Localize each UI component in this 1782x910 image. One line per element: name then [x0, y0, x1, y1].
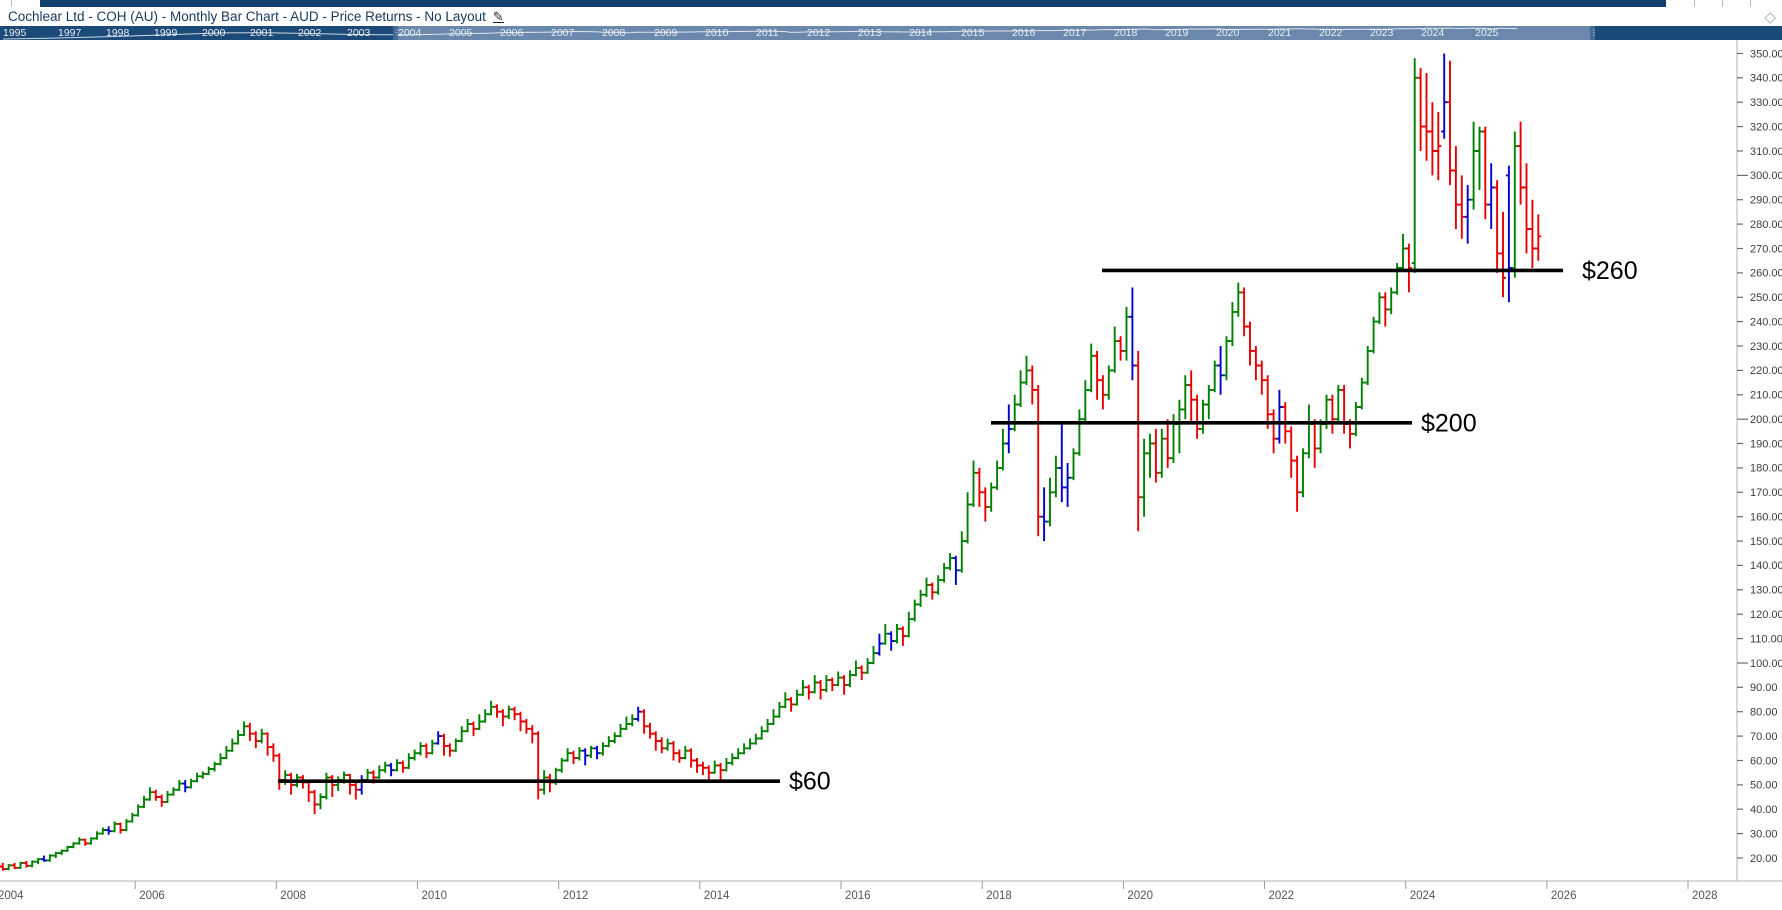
chart-title: Cochlear Ltd - COH (AU) - Monthly Bar Ch… [8, 9, 486, 24]
timeline-year-label: 2009 [654, 27, 678, 39]
ohlc-bars-up [5, 58, 1518, 871]
svg-text:340.00: 340.00 [1750, 73, 1782, 85]
svg-text:330.00: 330.00 [1750, 97, 1782, 109]
timeline-year-label: 1995 [3, 27, 27, 39]
timeline-year-label: 2010 [705, 27, 729, 39]
svg-text:2022: 2022 [1269, 890, 1295, 902]
svg-text:150.00: 150.00 [1750, 536, 1782, 548]
timeline-year-label: 2020 [1216, 27, 1240, 39]
svg-text:350.00: 350.00 [1750, 48, 1782, 60]
edit-title-icon[interactable]: ✎ [492, 8, 504, 24]
timeline-selected-range[interactable] [397, 26, 1590, 40]
timeline-year-label: 2014 [909, 27, 933, 39]
svg-text:60.00: 60.00 [1750, 755, 1778, 767]
svg-text:40.00: 40.00 [1750, 804, 1778, 816]
svg-text:2024: 2024 [1410, 890, 1436, 902]
svg-text:30.00: 30.00 [1750, 828, 1778, 840]
timeline-handle-left[interactable]: ⋮ [393, 26, 398, 40]
timeline-year-label: 2025 [1475, 27, 1499, 39]
svg-text:2010: 2010 [422, 890, 448, 902]
title-bar: Cochlear Ltd - COH (AU) - Monthly Bar Ch… [0, 7, 1782, 26]
svg-text:300.00: 300.00 [1750, 170, 1782, 182]
timeline-year-label: 2021 [1268, 27, 1292, 39]
timeline-scrollbar[interactable]: 1995 1997 1998 1999 2000 2001 2002 2003 2004 2005… [0, 26, 1782, 40]
svg-text:160.00: 160.00 [1750, 512, 1782, 524]
svg-text:2014: 2014 [704, 890, 730, 902]
timeline-year-label: 2005 [449, 27, 473, 39]
svg-text:250.00: 250.00 [1750, 292, 1782, 304]
timeline-year-label: 2024 [1421, 27, 1445, 39]
timeline-sparkline [2, 27, 1518, 40]
svg-text:2018: 2018 [986, 890, 1012, 902]
svg-text:100.00: 100.00 [1750, 658, 1782, 670]
time-axis: 2004 2006 2008 2010 2012 2014 2016 2018 2020 2022… [0, 881, 1718, 902]
timeline-year-label: 1999 [154, 27, 178, 39]
window-edge-divider [1722, 0, 1723, 7]
svg-text:2016: 2016 [845, 890, 871, 902]
svg-text:50.00: 50.00 [1750, 780, 1778, 792]
svg-text:310.00: 310.00 [1750, 146, 1782, 158]
timeline-year-label: 2023 [1370, 27, 1394, 39]
window-edge-right [1666, 0, 1782, 7]
axes [0, 40, 1782, 882]
timeline-year-label: 2016 [1012, 27, 1036, 39]
timeline-year-label: 2008 [602, 27, 626, 39]
timeline-year-label: 1997 [58, 27, 82, 39]
svg-text:280.00: 280.00 [1750, 219, 1782, 231]
timeline-year-label: 2012 [807, 27, 831, 39]
svg-text:2028: 2028 [1692, 890, 1718, 902]
svg-text:320.00: 320.00 [1750, 121, 1782, 133]
svg-text:240.00: 240.00 [1750, 316, 1782, 328]
svg-text:70.00: 70.00 [1750, 731, 1778, 743]
svg-text:2008: 2008 [280, 890, 306, 902]
svg-text:90.00: 90.00 [1750, 682, 1778, 694]
ohlc-bars-down [0, 60, 1542, 871]
timeline-year-label: 2013 [858, 27, 882, 39]
svg-text:170.00: 170.00 [1750, 487, 1782, 499]
timeline-year-label: 2003 [347, 27, 371, 39]
svg-text:20.00: 20.00 [1750, 853, 1778, 865]
svg-text:270.00: 270.00 [1750, 243, 1782, 255]
timeline-year-label: 2007 [551, 27, 575, 39]
svg-text:230.00: 230.00 [1750, 341, 1782, 353]
svg-text:180.00: 180.00 [1750, 463, 1782, 475]
svg-text:260.00: 260.00 [1750, 268, 1782, 280]
svg-text:130.00: 130.00 [1750, 585, 1782, 597]
timeline-year-label: 2004 [398, 27, 422, 39]
window-top-strip [0, 0, 1782, 7]
svg-text:2012: 2012 [563, 890, 589, 902]
timeline-year-label: 2022 [1319, 27, 1343, 39]
svg-text:210.00: 210.00 [1750, 390, 1782, 402]
svg-text:110.00: 110.00 [1750, 633, 1782, 645]
svg-text:2026: 2026 [1551, 890, 1577, 902]
svg-text:220.00: 220.00 [1750, 365, 1782, 377]
svg-text:290.00: 290.00 [1750, 195, 1782, 207]
timeline-handle-right[interactable]: ⋮ [1590, 26, 1595, 40]
level-label-60[interactable]: $60 [789, 768, 831, 796]
window-edge-divider [11, 0, 12, 7]
level-label-200[interactable]: $200 [1421, 409, 1477, 437]
price-axis: 20.00 30.00 40.00 50.00 60.00 70.00 80.00 90.00… [1737, 48, 1782, 865]
svg-text:120.00: 120.00 [1750, 609, 1782, 621]
annotations: $60 $200 $260 [278, 257, 1638, 796]
level-label-260[interactable]: $260 [1582, 257, 1638, 285]
window-edge-divider [1750, 0, 1751, 7]
svg-text:190.00: 190.00 [1750, 438, 1782, 450]
ohlc-bars-special [41, 53, 1512, 862]
timeline-year-label: 2015 [961, 27, 985, 39]
svg-text:2006: 2006 [139, 890, 165, 902]
svg-text:2020: 2020 [1127, 890, 1153, 902]
svg-text:200.00: 200.00 [1750, 414, 1782, 426]
svg-text:2004: 2004 [0, 890, 24, 902]
layout-diamond-icon[interactable]: ◇ [1764, 9, 1776, 26]
timeline-year-label: 2011 [756, 27, 779, 39]
window-edge-left [0, 0, 40, 7]
window-edge-divider [1694, 0, 1695, 7]
svg-text:140.00: 140.00 [1750, 560, 1782, 572]
svg-text:80.00: 80.00 [1750, 707, 1778, 719]
